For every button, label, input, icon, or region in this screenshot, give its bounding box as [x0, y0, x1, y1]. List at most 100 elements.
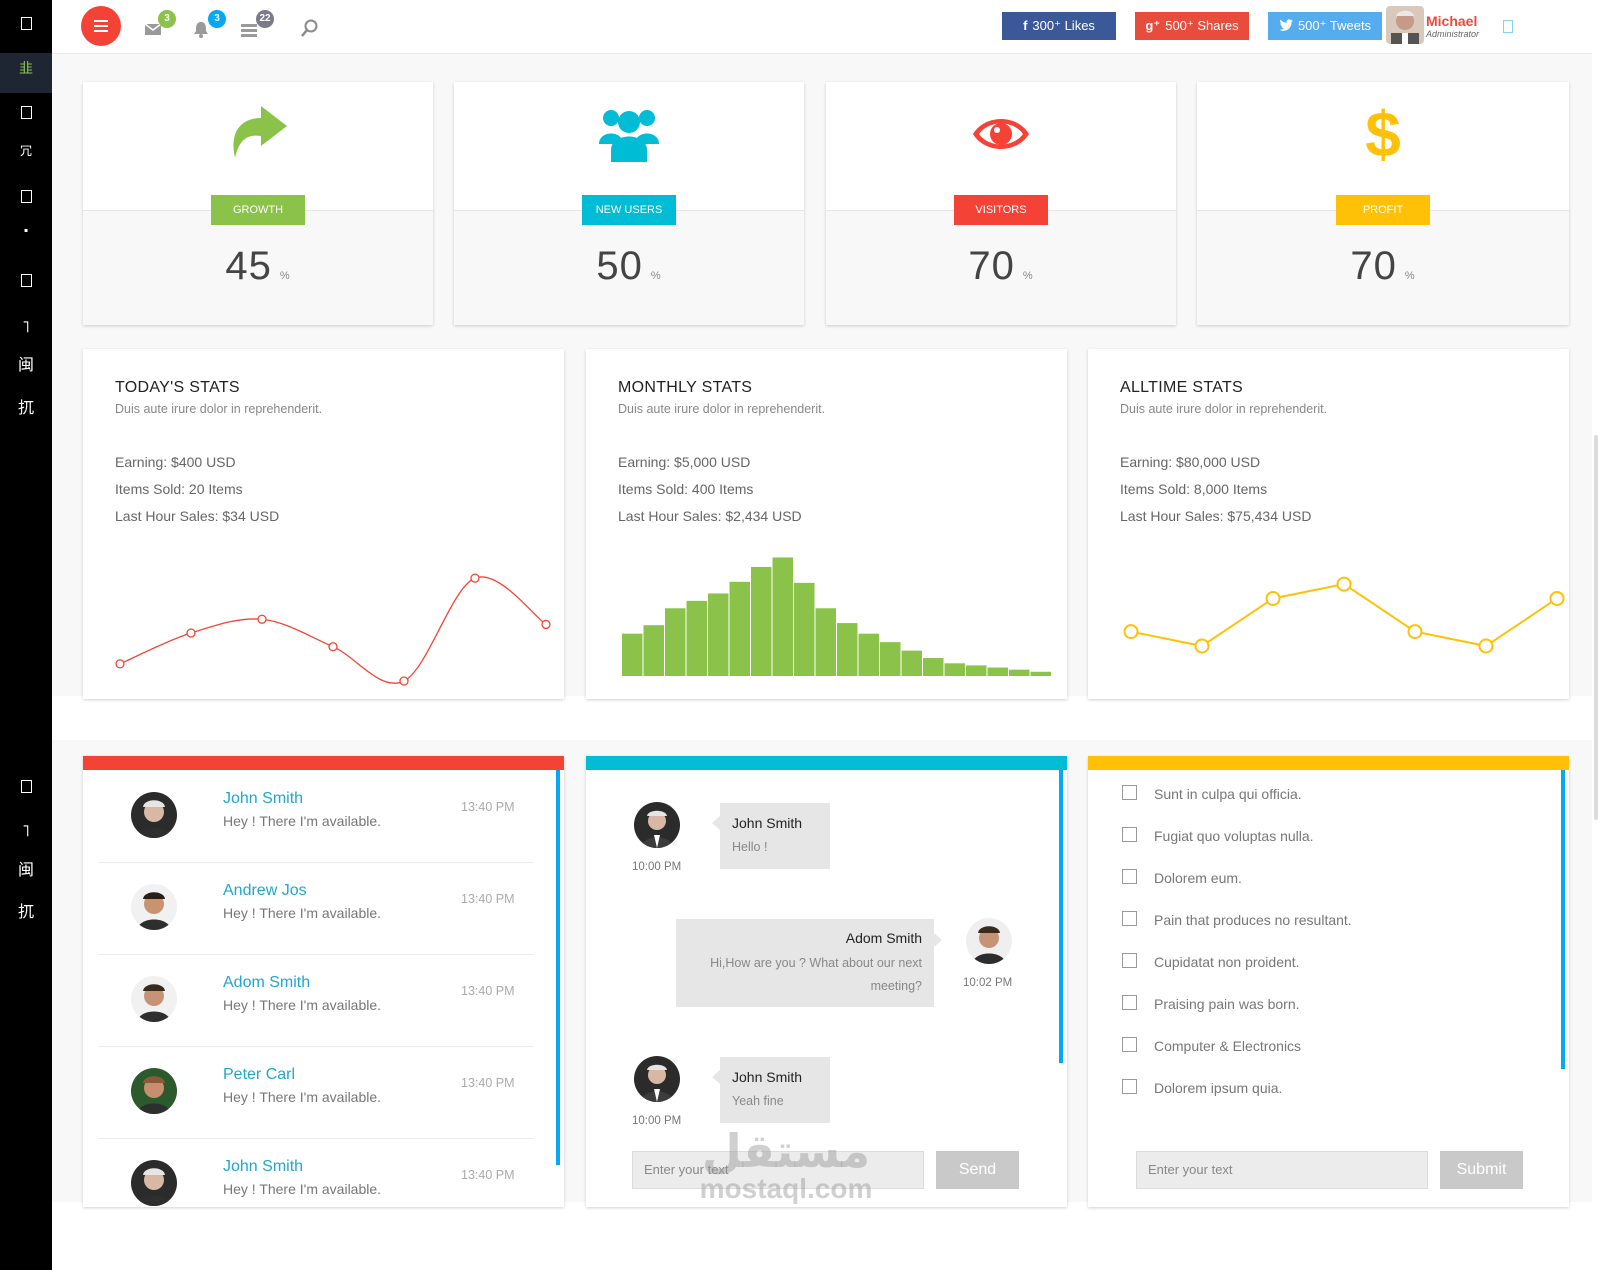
chat-avatar: [634, 802, 680, 848]
chart-point: [1478, 638, 1494, 654]
panel-top-bar: [83, 756, 564, 770]
stats-earning: Earning: $80,000 USD: [1120, 454, 1261, 470]
sidebar-item-square-icon[interactable]: [0, 17, 52, 35]
chat-avatar: [966, 918, 1012, 964]
contact-avatar: [131, 792, 177, 838]
contact-name[interactable]: Peter Carl: [223, 1066, 296, 1083]
todo-checkbox[interactable]: [1122, 827, 1137, 842]
contact-row[interactable]: Adom Smith Hey ! There I'm available. 13:4…: [99, 954, 533, 1047]
contact-time: 13:40 PM: [461, 1168, 515, 1182]
page-scrollbar-thumb[interactable]: [1594, 435, 1598, 820]
sidebar-item-glyph-icon[interactable]: 闽: [17, 355, 34, 374]
mail-button[interactable]: 3: [144, 10, 176, 45]
contact-status: Hey ! There I'm available.: [223, 813, 382, 829]
notifications-button[interactable]: 3: [192, 10, 226, 45]
chart-point: [1194, 638, 1210, 654]
chart-bar: [837, 623, 858, 676]
chat-sender: John Smith: [732, 815, 803, 831]
user-menu-icon[interactable]: [1503, 20, 1513, 33]
todo-text: Sunt in culpa qui officia.: [1154, 786, 1302, 802]
todays-line-chart: [115, 573, 551, 686]
contact-row[interactable]: John Smith Hey ! There I'm available. 13:4…: [99, 770, 533, 863]
sidebar-item-square-icon[interactable]: [0, 190, 52, 208]
todo-scrollbar[interactable]: [1561, 770, 1565, 1069]
chart-bar: [665, 608, 686, 676]
search-button[interactable]: [300, 18, 320, 43]
section-divider: [52, 696, 1592, 740]
tile-unit: %: [650, 270, 662, 282]
todo-checkbox[interactable]: [1122, 953, 1137, 968]
contact-name[interactable]: Adom Smith: [223, 974, 311, 991]
sidebar-item-square-icon[interactable]: [0, 780, 52, 798]
stats-title: ALLTIME STATS: [1120, 379, 1244, 396]
mail-icon: [144, 23, 162, 35]
todo-checkbox[interactable]: [1122, 869, 1137, 884]
tile-value: 50%: [454, 244, 804, 289]
chart-point: [541, 619, 551, 630]
tile-header: [1197, 82, 1569, 211]
google-shares-button[interactable]: g⁺ 500⁺ Shares: [1135, 12, 1249, 40]
chart-bar: [880, 642, 901, 676]
menu-toggle-button[interactable]: [81, 6, 121, 46]
todo-input[interactable]: Enter your text: [1136, 1151, 1428, 1189]
chat-scrollbar[interactable]: [1059, 770, 1063, 1063]
chat-message-input[interactable]: Enter your text: [632, 1151, 924, 1189]
contacts-panel: John Smith Hey ! There I'm available. 13:4…: [83, 756, 564, 1207]
todo-text: Fugiat quo voluptas nulla.: [1154, 828, 1314, 844]
twitter-tweets-label: 500⁺ Tweets: [1297, 18, 1372, 33]
contact-row[interactable]: Andrew Jos Hey ! There I'm available. 13:4…: [99, 862, 533, 955]
sidebar-item-glyph-icon[interactable]: 冗: [19, 144, 32, 158]
todo-checkbox[interactable]: [1122, 911, 1137, 926]
user-name[interactable]: Michael: [1426, 13, 1478, 29]
tile-value: 70%: [826, 244, 1176, 289]
chart-bar: [729, 581, 750, 676]
sidebar-item-glyph-icon[interactable]: 扤: [17, 398, 34, 417]
todo-checkbox[interactable]: [1122, 995, 1137, 1010]
contact-name[interactable]: Andrew Jos: [223, 882, 307, 899]
bell-icon: [194, 22, 208, 38]
profit-tile: $ PROFIT 70%: [1197, 82, 1569, 325]
user-avatar[interactable]: [1386, 6, 1424, 44]
submit-button[interactable]: Submit: [1440, 1151, 1523, 1189]
sidebar-item-glyph-icon[interactable]: ˥: [22, 821, 30, 840]
sidebar-item-glyph-icon[interactable]: ˥: [22, 317, 30, 336]
chart-bar: [815, 608, 836, 676]
stats-subtitle: Duis aute irure dolor in reprehenderit.: [115, 402, 323, 416]
contact-avatar: [131, 1160, 177, 1206]
chat-panel: 10:00 PM John Smith Hello ! Adom Smith H…: [586, 756, 1067, 1207]
chat-text: Hello !: [732, 840, 768, 854]
todo-checkbox[interactable]: [1122, 1079, 1137, 1094]
tile-number: 70: [1350, 244, 1397, 288]
sidebar-item-glyph-icon[interactable]: 扤: [17, 902, 34, 921]
share-arrow-icon: [227, 104, 289, 165]
sidebar-item-square-icon[interactable]: [0, 106, 52, 124]
growth-tile: GROWTH 45%: [83, 82, 433, 325]
chart-bar: [923, 658, 944, 676]
sidebar-item-glyph-icon[interactable]: 闽: [17, 860, 34, 879]
tasks-button[interactable]: 22: [240, 10, 274, 45]
chart-series-line: [1130, 583, 1558, 648]
sidebar-item-square-icon[interactable]: [0, 274, 52, 292]
facebook-likes-button[interactable]: f 300⁺ Likes: [1002, 12, 1116, 40]
chart-series-line: [119, 576, 547, 684]
todo-checkbox[interactable]: [1122, 785, 1137, 800]
contacts-scrollbar[interactable]: [556, 770, 560, 1165]
contact-time: 13:40 PM: [461, 800, 515, 814]
alltime-stats-card: ALLTIME STATS Duis aute irure dolor in r…: [1088, 349, 1569, 699]
sidebar-item-dashboard-icon[interactable]: 韭: [19, 61, 33, 77]
contact-status: Hey ! There I'm available.: [223, 1089, 382, 1105]
tile-label: VISITORS: [954, 195, 1048, 225]
users-icon: [597, 104, 661, 167]
todo-checkbox[interactable]: [1122, 1037, 1137, 1052]
mail-badge: 3: [158, 10, 176, 28]
contact-row[interactable]: John Smith Hey ! There I'm available. 13:4…: [99, 1138, 533, 1207]
tile-value: 45%: [83, 244, 433, 289]
twitter-tweets-button[interactable]: 500⁺ Tweets: [1268, 12, 1382, 40]
contact-name[interactable]: John Smith: [223, 790, 304, 807]
send-button[interactable]: Send: [936, 1151, 1019, 1189]
contact-row[interactable]: Peter Carl Hey ! There I'm available. 13:4…: [99, 1046, 533, 1139]
facebook-icon: f: [1023, 18, 1028, 33]
todo-text: Cupidatat non proident.: [1154, 954, 1300, 970]
contact-name[interactable]: John Smith: [223, 1158, 304, 1175]
sidebar-item-dot-icon[interactable]: ▪: [23, 227, 29, 234]
